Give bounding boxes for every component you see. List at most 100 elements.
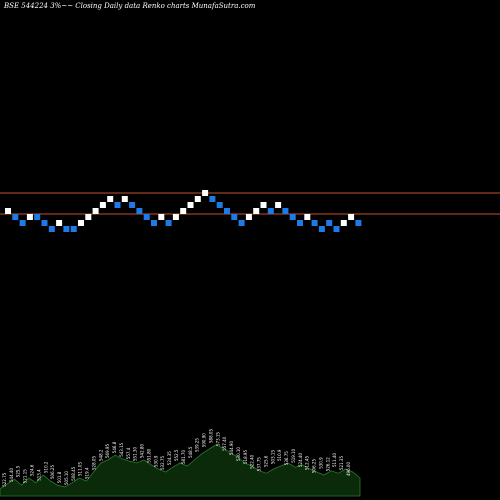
- renko-brick-down: [143, 214, 150, 220]
- renko-brick-up: [107, 196, 114, 202]
- volume-label: 552.5: [174, 449, 179, 461]
- volume-label: 524.40: [298, 453, 303, 467]
- volume-label: 551.80: [146, 448, 151, 462]
- renko-brick-up: [245, 214, 252, 220]
- volume-label: 573.15: [215, 432, 220, 446]
- volume-label: 590.90: [202, 433, 207, 447]
- renko-brick-down: [355, 220, 362, 226]
- volume-label: 511.40: [332, 453, 337, 467]
- chart-title: BSE 544224 3%~~ Closing Daily data Renko…: [4, 2, 256, 10]
- renko-brick-up: [260, 202, 267, 208]
- volume-label: 544.90: [229, 441, 234, 455]
- volume-label: 513.4: [36, 469, 41, 481]
- volume-label: 536.75: [284, 451, 289, 465]
- volume-label: 505.10: [64, 471, 69, 485]
- volume-label: 537.75: [257, 457, 262, 471]
- renko-brick-down: [216, 202, 223, 208]
- volume-label: 508.45: [71, 466, 76, 480]
- volume-area-shape: [0, 444, 361, 497]
- renko-brick-down: [297, 220, 303, 226]
- volume-label: 506.25: [50, 465, 55, 479]
- volume-label: 557.4: [126, 447, 131, 459]
- renko-brick-down: [238, 220, 245, 226]
- volume-label: 542.80: [140, 444, 145, 458]
- volume-label: 528.05: [91, 456, 96, 470]
- renko-brick-up: [172, 214, 179, 220]
- renko-brick-down: [63, 226, 70, 232]
- volume-label: 519.10: [291, 448, 296, 462]
- volume-area: [0, 444, 361, 497]
- renko-brick-down: [48, 226, 55, 232]
- renko-brick-down: [333, 226, 340, 232]
- renko-brick-down: [114, 202, 121, 208]
- renko-brick-down: [282, 208, 289, 214]
- volume-label: 521.15: [23, 469, 28, 483]
- volume-label: 521.35: [339, 456, 344, 470]
- volume-label: 506.25: [312, 459, 317, 473]
- renko-brick-down: [311, 220, 318, 226]
- renko-brick-up: [202, 190, 209, 196]
- renko-brick-up: [26, 214, 33, 220]
- renko-brick-down: [289, 214, 296, 220]
- renko-brick-down: [209, 196, 216, 202]
- volume-label: 546.8: [112, 441, 117, 453]
- volume-label: 548.2: [98, 449, 103, 461]
- volume-label: 511.05: [78, 462, 83, 476]
- renko-brick-down: [19, 220, 26, 226]
- volume-label: 544.40: [9, 468, 14, 482]
- volume-label: 510.2: [43, 461, 48, 473]
- volume-label: 518.95: [243, 450, 248, 464]
- volume-label: 496.00: [346, 462, 351, 476]
- renko-brick-up: [158, 214, 165, 220]
- volume-label: 532.75: [160, 456, 165, 470]
- renko-brick-down: [267, 208, 274, 214]
- renko-brick-down: [70, 226, 77, 232]
- volume-label: 522.40: [250, 454, 255, 468]
- renko-brick-up: [85, 214, 92, 220]
- renko-brick-down: [151, 220, 157, 226]
- renko-brick-up: [78, 220, 84, 226]
- volume-label: 539.25: [195, 438, 200, 452]
- renko-brick-up: [187, 202, 194, 208]
- volume-label: 524.35: [167, 451, 172, 465]
- renko-brick-down: [326, 220, 333, 226]
- renko-brick-up: [180, 208, 187, 214]
- renko-brick-up: [340, 220, 347, 226]
- renko-brick-up: [92, 208, 99, 214]
- volume-label: 510.9: [277, 449, 282, 461]
- volume-label: 530.10: [236, 447, 241, 461]
- volume-label: 526.12: [325, 457, 330, 471]
- volume-label: 525.6: [263, 455, 268, 467]
- renko-brick-up: [304, 214, 311, 220]
- volume-label: 519.4: [85, 467, 90, 479]
- renko-brick-up: [194, 196, 201, 202]
- renko-brick-up: [275, 202, 282, 208]
- volume-label: 569.95: [105, 444, 110, 458]
- volume-label: 581.70: [181, 450, 186, 464]
- volume-label: 525.5: [16, 465, 21, 477]
- volume-label: 524.6: [30, 464, 35, 476]
- volume-label: 512.45: [305, 456, 310, 470]
- renko-brick-up: [121, 196, 128, 202]
- renko-brick-down: [129, 202, 136, 208]
- volume-label: 588.05: [208, 429, 213, 443]
- volume-label: 543.15: [119, 442, 124, 456]
- volume-label: 503.15: [270, 450, 275, 464]
- renko-bricks: [5, 190, 362, 232]
- renko-brick-down: [165, 220, 172, 226]
- renko-brick-up: [56, 220, 63, 226]
- renko-brick-down: [136, 208, 143, 214]
- volume-label: 530.9: [318, 457, 323, 469]
- renko-brick-down: [41, 220, 48, 226]
- renko-brick-down: [12, 214, 19, 220]
- volume-label: 557.40: [222, 436, 227, 450]
- volume-label: 522.75: [2, 472, 7, 486]
- renko-brick-down: [318, 226, 325, 232]
- renko-brick-up: [253, 208, 260, 214]
- renko-brick-up: [348, 214, 355, 220]
- reference-lines: [0, 192, 500, 215]
- renko-brick-down: [224, 208, 230, 214]
- renko-brick-up: [99, 202, 106, 208]
